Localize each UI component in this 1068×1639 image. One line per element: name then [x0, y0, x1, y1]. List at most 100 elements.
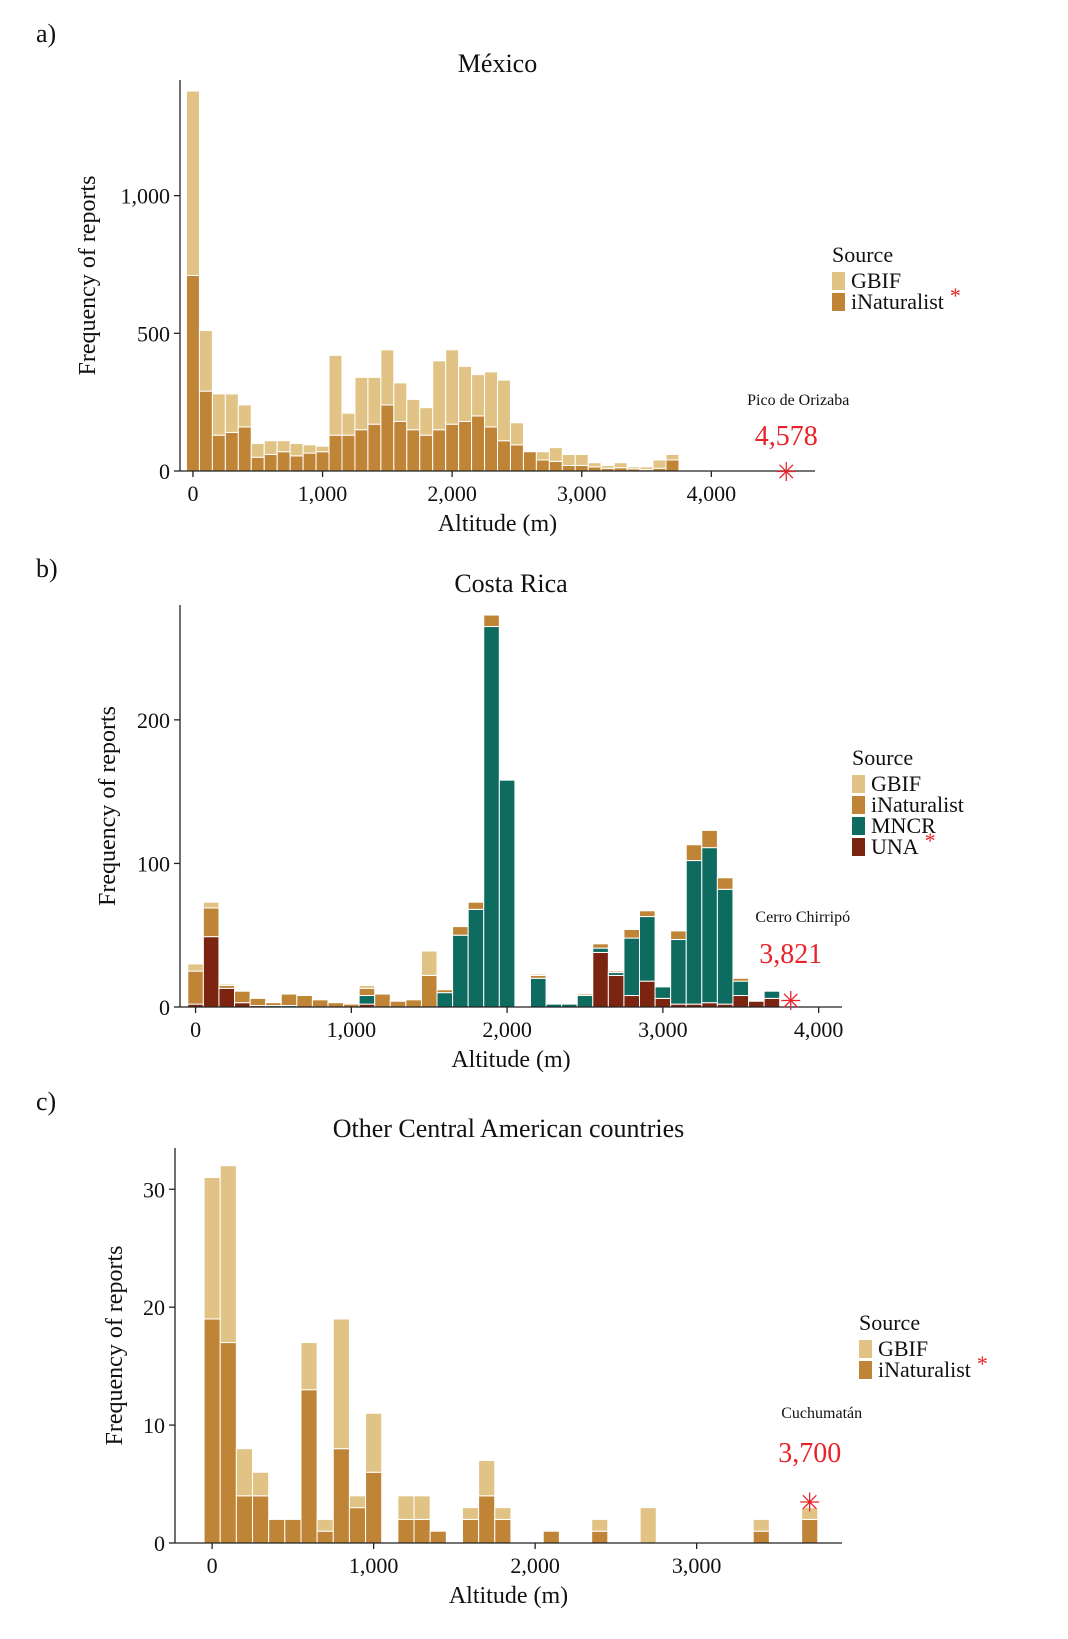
bar [341, 434, 356, 472]
bar [748, 1000, 765, 1008]
bar [316, 1518, 334, 1532]
bar [249, 997, 267, 1007]
bar [732, 977, 750, 982]
bar [561, 453, 576, 466]
bar [250, 456, 265, 472]
bar [419, 407, 434, 436]
x-tick-label: 2,000 [510, 1553, 560, 1578]
bar [701, 829, 718, 849]
bar [607, 970, 625, 974]
y-tick-label: 100 [137, 851, 170, 876]
bar [574, 453, 589, 466]
bar [268, 1518, 286, 1544]
bar [187, 970, 204, 1005]
bar [591, 1518, 609, 1532]
bar [445, 349, 460, 425]
bar [316, 1530, 334, 1544]
bar [420, 950, 438, 976]
peak-value: 4,578 [755, 421, 818, 452]
bar [332, 1318, 350, 1450]
bar [358, 984, 376, 989]
bar [202, 901, 220, 909]
bar [522, 451, 537, 472]
bar [484, 426, 498, 472]
bar [458, 420, 473, 472]
legend-swatch [852, 775, 865, 793]
peak-value: 3,821 [759, 939, 822, 970]
bar [276, 440, 291, 453]
peak-asterisk-marker: ✳ [799, 1489, 821, 1518]
bar [623, 937, 641, 997]
bar [613, 462, 628, 469]
legend-swatch [852, 817, 865, 835]
bar [732, 980, 750, 997]
bar [763, 997, 781, 1008]
bar [752, 1530, 770, 1544]
bar [354, 376, 369, 431]
chart-title: Costa Rica [454, 569, 568, 598]
bar [263, 440, 278, 455]
bar [237, 404, 252, 428]
bar [393, 420, 408, 472]
bar [185, 275, 200, 472]
bar [211, 393, 226, 436]
bar [397, 1518, 415, 1544]
bar [413, 1495, 431, 1520]
bar [461, 1518, 480, 1544]
bar [280, 993, 298, 1007]
bar [535, 451, 550, 461]
bar [315, 445, 330, 453]
bar [587, 462, 602, 468]
bar [235, 1448, 254, 1497]
y-tick-label: 500 [137, 321, 170, 346]
peak-asterisk-marker: ✳ [780, 987, 802, 1016]
bar [471, 374, 486, 417]
bar [483, 614, 500, 628]
bar [701, 847, 718, 1004]
bar [716, 888, 734, 1005]
legend-star-marker: * [925, 828, 936, 853]
bar [302, 444, 317, 454]
bar [224, 431, 239, 472]
legend-label: GBIF [871, 771, 921, 796]
legend-label: iNaturalist [851, 289, 944, 314]
bar [535, 459, 550, 472]
bar [203, 1318, 221, 1544]
bar [252, 1495, 270, 1544]
x-tick-label: 0 [187, 481, 198, 506]
bar [234, 990, 251, 1004]
bar [576, 993, 594, 997]
bar [529, 977, 547, 1008]
bar [665, 453, 680, 461]
bar [654, 997, 672, 1008]
bar [289, 455, 304, 472]
bar [497, 379, 511, 442]
bar [801, 1507, 819, 1520]
bar [311, 999, 329, 1008]
bar [198, 390, 213, 472]
bar [494, 1507, 512, 1520]
bar [235, 1495, 254, 1544]
legend-label: GBIF [851, 268, 901, 293]
legend-label: iNaturalist [871, 792, 964, 817]
bar [380, 404, 395, 472]
bar [471, 415, 486, 472]
bar [639, 916, 656, 982]
bar [467, 901, 485, 910]
bar [509, 422, 524, 446]
panel-letter: a) [36, 19, 56, 48]
bar [665, 459, 680, 472]
x-axis-label: Altitude (m) [451, 1047, 570, 1073]
bar [211, 434, 226, 472]
bar [498, 779, 516, 1008]
bar [478, 1459, 496, 1497]
bar [341, 412, 356, 436]
bar [219, 1342, 237, 1544]
y-axis-label: Frequency of reports [75, 176, 101, 376]
bar [639, 1507, 657, 1544]
bar [458, 365, 473, 422]
bar [576, 995, 594, 1008]
bar [203, 1176, 221, 1320]
